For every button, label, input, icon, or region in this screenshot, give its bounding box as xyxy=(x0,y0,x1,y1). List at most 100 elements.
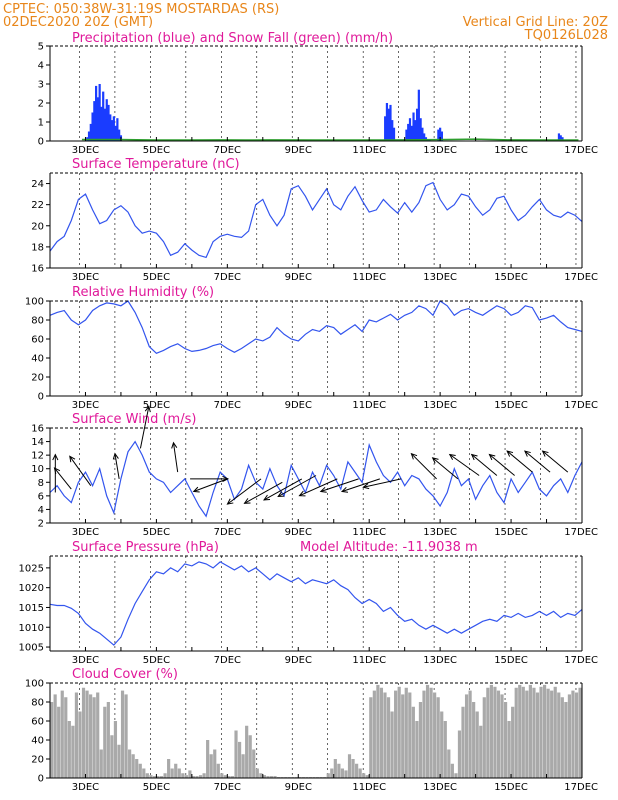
precip-bar xyxy=(391,120,394,141)
precip-bar xyxy=(389,104,392,141)
header-grid-line: Vertical Grid Line: 20Z xyxy=(463,15,608,30)
cloud-bar xyxy=(436,697,440,778)
precip-bar xyxy=(561,137,564,141)
cloud-bar xyxy=(401,694,405,778)
x-tick-label: 7DEC xyxy=(214,655,241,666)
cloud-bar xyxy=(60,690,64,778)
x-tick-label: 13DEC xyxy=(423,272,457,283)
cloud-bar xyxy=(542,684,547,778)
cloud-bar xyxy=(195,776,199,778)
cloud-bar xyxy=(138,763,142,778)
x-tick-label: 7DEC xyxy=(214,782,241,793)
cloud-bar xyxy=(411,706,415,778)
wind-arrow xyxy=(523,450,551,473)
precip-bar xyxy=(405,129,408,141)
cloud-bar xyxy=(461,706,465,778)
x-tick-label: 17DEC xyxy=(564,272,598,283)
wind-arrow xyxy=(431,457,459,480)
precip-bar xyxy=(437,129,440,141)
wind-arrow xyxy=(340,478,380,493)
y-tick-label: 24 xyxy=(31,179,44,190)
cloud-bar xyxy=(209,754,213,778)
cloud-bar xyxy=(248,735,252,778)
cloud-bar xyxy=(355,763,359,778)
precip-bar xyxy=(440,131,444,141)
cloud-bar xyxy=(340,768,345,778)
precip-bar xyxy=(89,123,92,141)
cloud-cover-panel: Cloud Cover (%) 0 20 40 60 80 100 3DEC 5DEC 7DEC 9… xyxy=(25,667,598,793)
cloud-bar xyxy=(216,763,220,778)
precip-bar xyxy=(102,91,105,141)
cloud-bar xyxy=(557,692,561,778)
cloud-bar xyxy=(578,687,582,778)
humidity-panel: Relative Humidity (%) 0 20 40 60 80 100 3DEC 5DE… xyxy=(25,285,598,411)
cloud-bar xyxy=(78,711,82,778)
x-tick-label: 9DEC xyxy=(285,782,312,793)
cloud-bar xyxy=(135,759,139,778)
cloud-bar xyxy=(220,773,224,778)
cloud-bar xyxy=(124,694,128,778)
y-tick-label: 3 xyxy=(38,80,44,91)
cloud-bar xyxy=(422,690,426,778)
precip-bar xyxy=(412,112,415,141)
cloud-bar xyxy=(560,697,564,778)
cloud-bar xyxy=(99,749,103,778)
cloud-bar xyxy=(464,694,469,778)
cloud-bar xyxy=(184,775,188,778)
cloud-bar xyxy=(74,692,79,778)
precip-bar xyxy=(384,116,387,141)
cloud-bar xyxy=(454,773,458,778)
cloud-bar xyxy=(468,690,472,778)
cloud-bar xyxy=(259,773,263,778)
temperature-panel: Surface Temperature (nC) 16 18 20 22 24 3DEC 5D… xyxy=(31,157,598,283)
cloud-bar xyxy=(433,692,437,778)
wind-arrow xyxy=(171,441,179,473)
cloud-bar xyxy=(489,684,493,778)
y-tick-label: 20 xyxy=(31,373,44,384)
cloud-bar xyxy=(53,694,57,778)
x-tick-label: 5DEC xyxy=(143,782,170,793)
precip-bar xyxy=(110,120,114,141)
cloud-bar xyxy=(333,759,337,778)
x-tick-label: 5DEC xyxy=(143,400,170,411)
precip-bar xyxy=(392,127,396,141)
x-tick-label: 5DEC xyxy=(143,655,170,666)
precip-bar xyxy=(557,133,561,141)
x-tick-label: 15DEC xyxy=(494,145,528,156)
cloud-bar xyxy=(152,776,157,778)
y-tick-label: 16 xyxy=(31,264,44,275)
cloud-bar xyxy=(376,684,380,778)
precip-bar xyxy=(415,108,419,141)
rh-title: Relative Humidity (%) xyxy=(72,285,214,300)
y-tick-label: 20 xyxy=(31,221,44,232)
pres-line xyxy=(49,561,583,646)
precip-bar xyxy=(417,89,420,141)
y-tick-label: 2 xyxy=(38,99,44,110)
wind-line xyxy=(49,440,583,518)
wind-arrow xyxy=(298,478,338,497)
cloud-bar xyxy=(425,684,430,778)
cloud-bar xyxy=(390,711,394,778)
cloud-bar xyxy=(567,694,572,778)
precip-bar xyxy=(559,135,562,141)
cloud-bar xyxy=(379,687,384,778)
precip-bar xyxy=(114,125,117,141)
wind-arrow xyxy=(263,478,303,501)
x-tick-label: 5DEC xyxy=(143,272,170,283)
cloud-bar xyxy=(553,686,557,778)
x-tick-label: 7DEC xyxy=(214,145,241,156)
x-tick-label: 3DEC xyxy=(72,527,99,538)
precip-bar xyxy=(98,84,101,141)
cloud-bar xyxy=(351,759,355,778)
y-tick-label: 1025 xyxy=(19,563,44,574)
wind-arrow xyxy=(488,453,515,476)
x-tick-label: 11DEC xyxy=(352,527,386,538)
y-tick-label: 20 xyxy=(31,755,44,766)
x-tick-label: 17DEC xyxy=(564,527,598,538)
y-tick-label: 4 xyxy=(38,61,44,72)
cloud-bar xyxy=(408,692,412,778)
wind-arrow xyxy=(277,475,317,498)
wind-arrow xyxy=(190,475,230,482)
cloud-bar xyxy=(539,686,543,778)
y-tick-label: 80 xyxy=(31,698,44,709)
